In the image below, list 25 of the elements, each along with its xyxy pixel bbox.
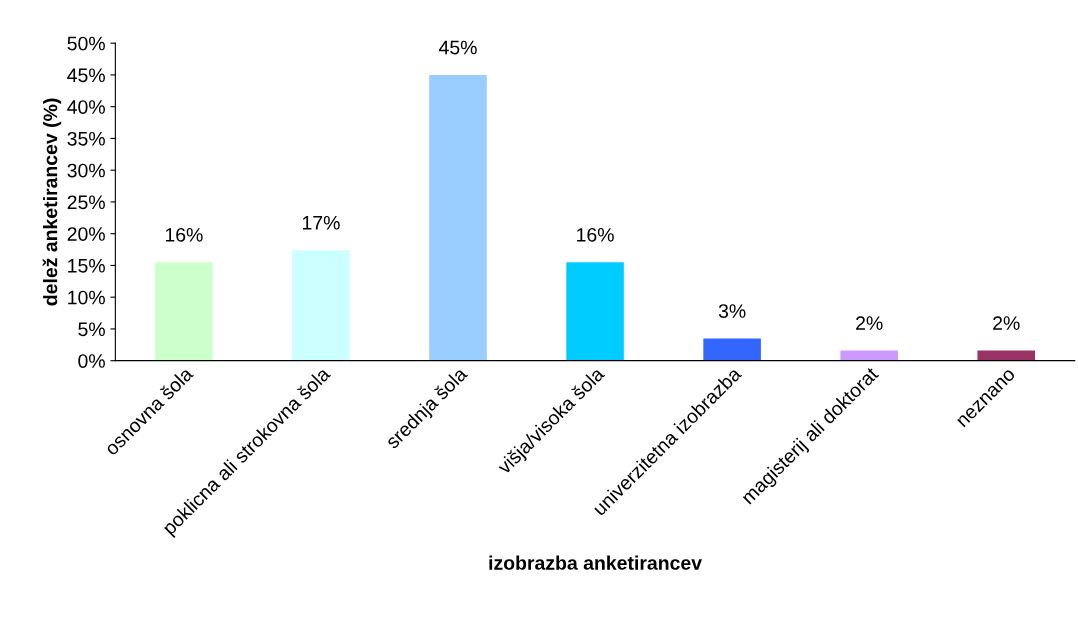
y-tick-label: 0% [78, 354, 105, 368]
y-tick-label: 25% [67, 195, 105, 210]
bar [429, 74, 487, 361]
data-label: 17% [302, 216, 340, 230]
y-tick-label: 15% [68, 258, 105, 273]
bar [292, 250, 350, 361]
y-tick-label: 35% [67, 131, 105, 146]
data-label: 2% [856, 316, 883, 330]
bar [155, 262, 213, 361]
data-label: 3% [718, 304, 746, 318]
data-label: 16% [165, 227, 203, 242]
y-tick-label: 5% [78, 322, 105, 337]
y-tick-label: 10% [68, 290, 105, 305]
bar [566, 262, 624, 361]
y-tick-label: 50% [67, 36, 105, 51]
data-label: 45% [438, 40, 477, 55]
data-label: 16% [577, 227, 614, 242]
data-label: 2% [993, 316, 1020, 330]
y-tick-label: 40% [67, 100, 105, 114]
y-tick-label: 20% [67, 227, 105, 241]
y-tick-label: 30% [67, 163, 105, 178]
y-tick-label: 45% [67, 68, 105, 83]
x-axis-title: izobrazba anketirancev [489, 555, 702, 570]
y-axis-title: delež anketirancev (%) [42, 98, 62, 306]
bar [703, 338, 761, 361]
